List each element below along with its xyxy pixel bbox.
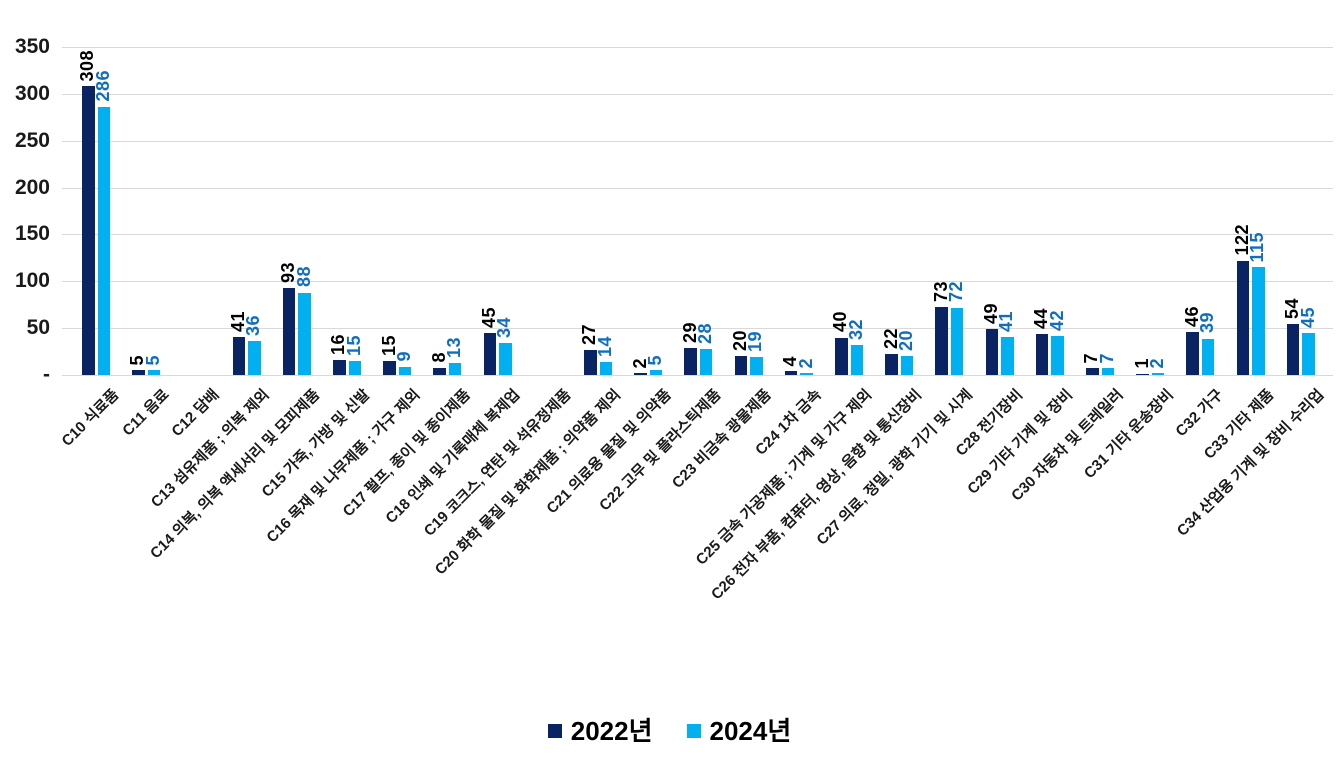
bar-2024 xyxy=(599,361,612,375)
bar-2024 xyxy=(298,292,311,375)
bar-2022 xyxy=(1186,331,1199,375)
value-label-2024: 2 xyxy=(795,357,816,369)
legend: 2022년 2024년 xyxy=(0,714,1339,748)
legend-label-2024: 2024년 xyxy=(709,716,792,746)
y-axis-tick-label: 50 xyxy=(26,316,50,339)
bar-2022 xyxy=(1286,324,1300,375)
bar-2022 xyxy=(132,370,145,375)
gridline xyxy=(62,281,1333,282)
gridline xyxy=(62,141,1333,142)
bar-2024 xyxy=(850,345,863,375)
bar-2022 xyxy=(634,373,647,375)
bar-2022 xyxy=(383,360,396,375)
value-label-2024: 39 xyxy=(1197,312,1218,334)
value-label-2024: 45 xyxy=(1297,306,1318,328)
legend-item-2022: 2022년 xyxy=(547,716,653,746)
legend-label-2022: 2022년 xyxy=(570,716,653,746)
gridline xyxy=(62,188,1333,189)
bar-2024 xyxy=(147,370,161,375)
bar-2022 xyxy=(985,329,999,375)
bar-2022 xyxy=(835,337,848,375)
bar-2022 xyxy=(333,360,346,375)
bar-2024 xyxy=(1252,267,1265,375)
bar-2022 xyxy=(684,347,697,375)
bar-2024 xyxy=(348,360,361,375)
y-axis-tick-label: 150 xyxy=(14,222,50,245)
legend-marker-2022-icon xyxy=(547,724,562,738)
gridline xyxy=(62,328,1333,329)
value-label-2024: 19 xyxy=(745,331,766,353)
bar-2024 xyxy=(1302,332,1315,375)
bar-2024 xyxy=(750,357,763,375)
bar-2022 xyxy=(1035,333,1049,375)
bar-2022 xyxy=(935,306,948,375)
bar-2024 xyxy=(248,341,261,375)
bar-2022 xyxy=(885,354,898,375)
value-label-2024: 34 xyxy=(494,317,515,339)
bar-2022 xyxy=(1136,374,1149,375)
bar-2024 xyxy=(398,366,412,375)
bar-2022 xyxy=(433,367,446,375)
x-axis-category-label: C10 식료품 xyxy=(58,386,123,450)
value-label-2024: 88 xyxy=(293,266,314,288)
value-label-2024: 2 xyxy=(1147,357,1167,369)
bar-2022 xyxy=(232,336,246,375)
gridline xyxy=(62,375,1333,376)
bar-2022 xyxy=(282,287,296,375)
value-label-2024: 41 xyxy=(996,310,1017,332)
value-label-2024: 20 xyxy=(896,330,916,352)
value-label-2024: 72 xyxy=(946,281,967,303)
bar-2022 xyxy=(1236,260,1250,375)
bar-2022 xyxy=(584,349,597,375)
bar-2022 xyxy=(734,356,748,375)
value-label-2024: 5 xyxy=(142,354,163,366)
y-axis-tick-label: 250 xyxy=(14,129,50,152)
bar-2024 xyxy=(800,373,813,375)
bar-2024 xyxy=(649,370,663,375)
bar-2022 xyxy=(1086,368,1099,375)
bar-2024 xyxy=(499,343,512,375)
y-axis-tick-label: 300 xyxy=(14,82,50,105)
bar-2024 xyxy=(1151,373,1165,375)
bar-2022 xyxy=(82,86,95,375)
gridline xyxy=(62,94,1333,95)
bar-2024 xyxy=(699,348,713,375)
value-label-2024: 28 xyxy=(695,322,716,344)
value-label-2024: 13 xyxy=(444,336,465,358)
y-axis-tick-label: 200 xyxy=(14,176,50,199)
x-axis-category-label: C11 음료 xyxy=(118,386,173,440)
bar-2024 xyxy=(448,362,462,375)
bar-2024 xyxy=(1001,336,1014,375)
value-label-2024: 15 xyxy=(343,334,364,356)
value-label-2024: 7 xyxy=(1096,352,1117,364)
value-label-2024: 32 xyxy=(845,318,866,340)
gridline xyxy=(62,234,1333,235)
x-axis-category-label: C31 기타 운송장비 xyxy=(1080,386,1177,483)
value-label-2024: 9 xyxy=(394,351,414,362)
y-axis-tick-label: 100 xyxy=(14,269,50,292)
legend-marker-2024-icon xyxy=(686,724,701,738)
bar-2024 xyxy=(900,356,914,375)
value-label-2024: 5 xyxy=(645,354,665,366)
bar-2024 xyxy=(97,107,110,375)
bar-2024 xyxy=(1051,335,1064,375)
gridline xyxy=(62,47,1333,48)
value-label-2024: 42 xyxy=(1046,309,1067,331)
bar-2024 xyxy=(1201,338,1215,375)
y-axis-tick-label: 350 xyxy=(14,35,50,58)
bar-2022 xyxy=(784,371,798,375)
bar-2024 xyxy=(950,307,964,375)
bar-2022 xyxy=(483,332,497,375)
value-label-2024: 286 xyxy=(92,70,113,102)
bar-2024 xyxy=(1101,368,1114,375)
value-label-2024: 115 xyxy=(1247,231,1268,263)
y-axis-tick-label: - xyxy=(43,363,50,386)
value-label-2024: 14 xyxy=(594,335,615,357)
value-label-2024: 36 xyxy=(243,315,264,337)
legend-item-2024: 2024년 xyxy=(686,716,792,746)
